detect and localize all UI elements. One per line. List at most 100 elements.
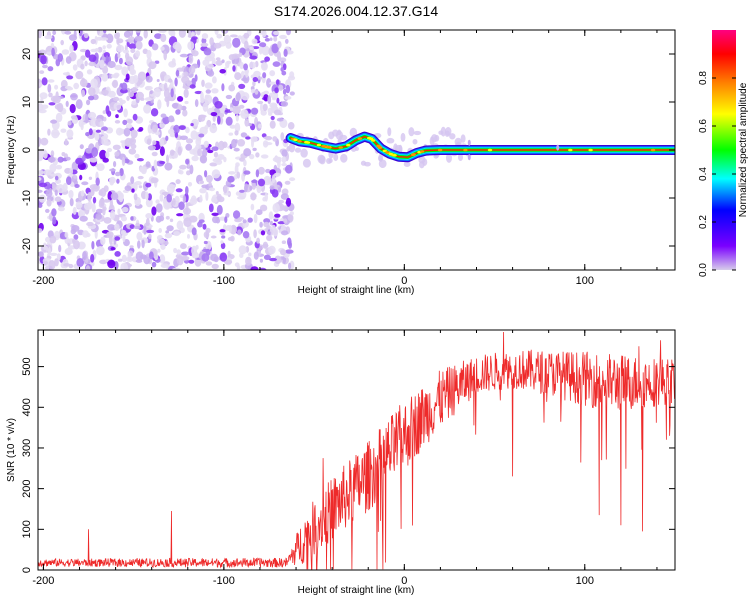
ridge-hotspot <box>650 148 656 152</box>
noise-speckle <box>143 30 148 39</box>
noise-speckle <box>99 37 109 41</box>
ridge-halo <box>444 127 452 136</box>
noise-speckle <box>244 118 250 127</box>
noise-speckle <box>116 178 120 184</box>
noise-speckle <box>181 251 190 256</box>
noise-speckle <box>160 33 167 43</box>
noise-speckle <box>252 147 257 152</box>
noise-speckle <box>88 176 93 180</box>
noise-speckle <box>56 184 65 194</box>
noise-speckle <box>154 88 161 98</box>
noise-speckle <box>128 43 137 50</box>
noise-speckle <box>188 215 198 223</box>
noise-speckle <box>181 255 190 261</box>
noise-speckle <box>94 48 99 52</box>
noise-speckle <box>269 257 277 262</box>
ridge-halo <box>457 153 464 161</box>
noise-speckle <box>266 78 272 88</box>
noise-speckle <box>74 184 80 188</box>
noise-speckle <box>172 198 176 206</box>
noise-speckle <box>82 154 86 162</box>
noise-speckle <box>47 128 51 136</box>
noise-speckle <box>80 190 85 197</box>
noise-speckle <box>117 52 121 59</box>
noise-speckle <box>212 115 216 122</box>
noise-speckle <box>218 140 225 151</box>
noise-speckle <box>238 83 246 89</box>
1-ytick-label: 300 <box>21 439 33 457</box>
ridge-hotspot <box>385 151 390 154</box>
noise-speckle <box>259 204 268 212</box>
noise-speckle <box>241 92 250 101</box>
noise-speckle <box>152 140 157 146</box>
noise-speckle <box>258 46 263 55</box>
noise-speckle <box>86 69 93 75</box>
noise-speckle <box>227 250 231 257</box>
noise-speckle <box>66 129 74 139</box>
noise-speckle <box>250 266 259 270</box>
colorbar-gradient <box>712 30 736 270</box>
noise-speckle <box>40 137 49 146</box>
ridge-hotspot <box>588 148 593 152</box>
noise-speckle <box>156 79 160 82</box>
noise-speckle <box>271 43 279 54</box>
noise-speckle <box>187 41 195 51</box>
noise-speckle <box>49 163 57 173</box>
noise-speckle <box>272 136 278 142</box>
noise-speckle <box>38 228 43 233</box>
noise-speckle <box>140 97 145 101</box>
ridge-hotspot <box>304 140 309 144</box>
noise-speckle <box>118 57 123 65</box>
noise-speckle <box>281 156 287 164</box>
noise-speckle <box>212 216 219 224</box>
noise-speckle <box>88 54 97 63</box>
noise-speckle <box>274 213 281 218</box>
noise-speckle <box>169 149 175 156</box>
noise-speckle <box>88 128 93 136</box>
noise-speckle <box>107 60 116 69</box>
1-ytick-label: 400 <box>21 398 33 416</box>
ridge-hotspot <box>322 145 328 148</box>
noise-speckle <box>281 163 287 167</box>
ridge-band-4 <box>289 135 675 158</box>
noise-speckle <box>144 191 149 201</box>
noise-speckle <box>81 181 89 186</box>
noise-speckle <box>95 177 100 186</box>
noise-speckle <box>160 113 167 118</box>
noise-speckle <box>274 87 279 94</box>
noise-speckle <box>122 49 130 54</box>
noise-speckle <box>216 204 223 215</box>
noise-speckle <box>91 202 96 213</box>
noise-speckle <box>114 120 121 124</box>
noise-speckle <box>188 54 194 64</box>
noise-speckle <box>123 30 131 38</box>
noise-speckle <box>79 215 88 222</box>
noise-speckle <box>288 142 296 153</box>
noise-speckle <box>151 206 157 216</box>
noise-speckle <box>188 259 195 264</box>
noise-speckle <box>131 100 137 106</box>
ridge-halo <box>398 144 403 154</box>
ridge-halo <box>302 158 311 168</box>
noise-speckle <box>46 199 52 207</box>
noise-speckle <box>91 240 95 250</box>
noise-speckle <box>215 191 219 195</box>
noise-speckle <box>189 164 194 175</box>
noise-speckle <box>72 206 77 215</box>
noise-speckle <box>281 149 288 157</box>
noise-speckle <box>135 259 143 263</box>
noise-speckle <box>99 59 105 69</box>
noise-speckle <box>145 161 151 168</box>
noise-speckle <box>90 38 97 45</box>
noise-speckle <box>97 46 103 53</box>
noise-speckle <box>99 135 108 145</box>
noise-speckle <box>82 230 89 238</box>
noise-speckle <box>38 189 43 193</box>
noise-speckle <box>126 95 130 101</box>
noise-speckle <box>211 212 219 216</box>
noise-speckle <box>137 175 144 180</box>
noise-speckle <box>211 196 219 203</box>
ridge-halo <box>387 127 392 137</box>
noise-speckle <box>194 99 199 108</box>
